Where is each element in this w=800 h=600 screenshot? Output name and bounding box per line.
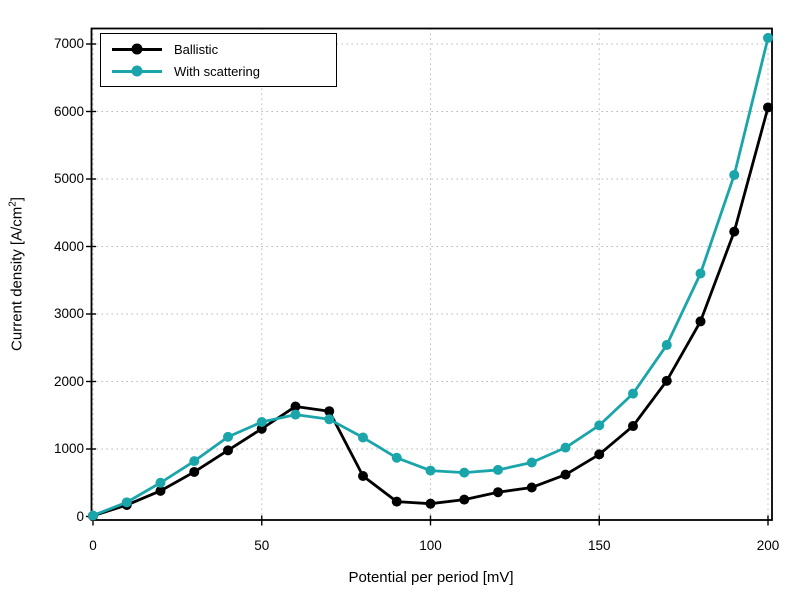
data-point-marker	[358, 471, 368, 481]
data-point-marker	[121, 497, 132, 508]
data-point-marker	[459, 494, 470, 505]
data-point-marker	[594, 420, 605, 431]
data-point-marker	[290, 409, 301, 420]
data-point-marker	[189, 466, 200, 477]
legend-swatch-with-scattering	[112, 65, 162, 77]
data-point-marker	[661, 375, 672, 386]
data-point-marker	[425, 498, 436, 509]
data-point-marker	[290, 401, 301, 412]
legend-item-ballistic: Ballistic	[112, 38, 336, 60]
data-point-marker	[155, 477, 166, 488]
axis-ticks	[86, 43, 769, 526]
legend-label-ballistic: Ballistic	[174, 41, 219, 57]
y-axis-title: Current density [A/cm2]	[7, 197, 26, 351]
legend-item-with-scattering: With scattering	[112, 60, 336, 82]
x-tick-label: 0	[89, 538, 97, 553]
data-point-marker	[459, 467, 470, 478]
data-point-marker	[560, 442, 571, 453]
y-axis-title-bracket: ]	[8, 197, 26, 202]
data-point-marker	[324, 414, 335, 425]
y-tick-label: 7000	[53, 36, 84, 51]
legend-swatch-ballistic	[112, 43, 162, 55]
y-tick-label: 3000	[53, 306, 84, 321]
data-point-marker	[560, 469, 571, 480]
data-point-marker	[189, 456, 200, 467]
legend: Ballistic With scattering	[100, 33, 337, 87]
data-point-marker	[155, 485, 166, 496]
y-axis-title-text: Current density [A/cm	[8, 206, 26, 351]
data-point-marker	[223, 431, 233, 442]
data-point-marker	[594, 449, 605, 460]
data-point-marker	[324, 406, 335, 417]
data-point-marker	[493, 464, 503, 475]
data-point-marker	[661, 340, 672, 351]
y-tick-label: 6000	[53, 103, 84, 119]
data-point-marker	[729, 169, 740, 180]
data-point-marker	[763, 32, 773, 43]
x-tick-label: 150	[587, 538, 611, 553]
data-point-marker	[729, 226, 740, 237]
x-axis-title: Potential per period [mV]	[348, 569, 514, 586]
x-tick-label: 100	[419, 538, 442, 553]
x-tick-label: 200	[756, 538, 780, 553]
data-point-marker	[88, 510, 98, 521]
x-tick-label: 50	[254, 538, 270, 553]
data-point-marker	[695, 268, 706, 279]
legend-marker-icon	[131, 43, 143, 55]
legend-label-with-scattering: With scattering	[174, 63, 260, 79]
plot-frame	[90, 27, 773, 521]
data-point-marker	[526, 482, 537, 493]
data-point-marker	[256, 417, 267, 427]
legend-marker-icon	[131, 65, 143, 77]
y-tick-label: 5000	[53, 171, 84, 186]
series-with-scattering	[88, 32, 773, 521]
data-point-marker	[628, 421, 638, 432]
data-point-marker	[628, 388, 638, 399]
data-point-marker	[425, 465, 436, 476]
data-point-marker	[763, 102, 773, 113]
series-ballistic	[88, 102, 773, 521]
y-tick-label: 1000	[53, 441, 84, 456]
y-tick-label: 0	[76, 508, 84, 524]
gridlines	[91, 28, 772, 520]
y-tick-label: 4000	[53, 238, 84, 254]
data-point-marker	[526, 457, 537, 468]
data-point-marker	[358, 432, 368, 443]
data-point-marker	[223, 445, 233, 456]
data-point-marker	[695, 316, 706, 327]
data-point-marker	[493, 487, 503, 498]
y-tick-label: 2000	[53, 373, 84, 389]
data-point-marker	[391, 496, 402, 507]
y-axis-title-superscript: 2	[7, 201, 19, 207]
data-point-marker	[391, 452, 402, 463]
